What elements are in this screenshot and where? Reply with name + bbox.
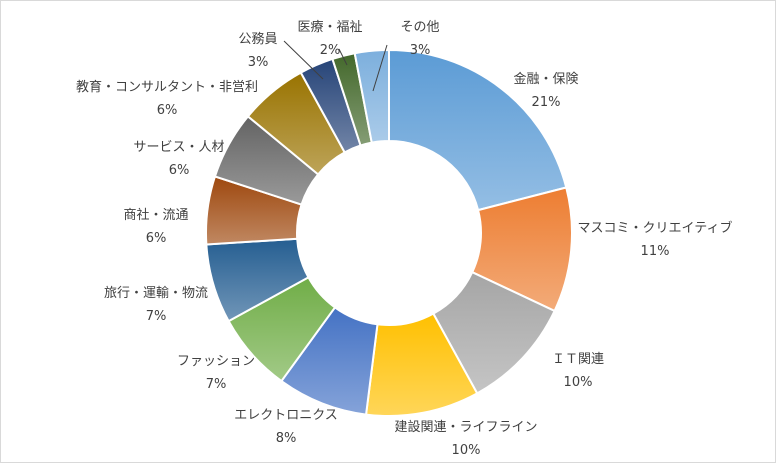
slice-label-value-8: 6%	[169, 163, 190, 178]
leader-line-12	[372, 44, 388, 92]
slice-label-value-2: 10%	[564, 375, 593, 390]
slice-label-value-1: 11%	[641, 244, 670, 259]
slice-label-value-4: 8%	[276, 431, 297, 446]
slice-label-value-12: 3%	[410, 43, 431, 58]
slice-label-category-6: 旅行・運輸・物流	[104, 286, 208, 301]
slice-label-category-0: 金融・保険	[513, 71, 578, 87]
slice-label-value-11: 2%	[320, 43, 341, 58]
slice-label-category-12: その他	[400, 20, 439, 35]
slice-label-value-3: 10%	[452, 443, 481, 458]
leader-line-11	[338, 48, 348, 66]
slice-label-category-7: 商社・流通	[123, 207, 188, 223]
slice-label-category-10: 公務員	[238, 32, 277, 47]
slice-label-category-4: エレクトロニクス	[234, 408, 338, 423]
slice-label-value-9: 6%	[157, 103, 178, 118]
leader-line-10	[283, 40, 324, 80]
slice-label-value-6: 7%	[146, 309, 167, 324]
slice-12	[353, 48, 390, 144]
slice-label-value-10: 3%	[248, 55, 269, 70]
slice-0	[388, 48, 568, 212]
slice-label-category-5: ファッション	[177, 354, 255, 369]
slice-label-value-5: 7%	[206, 377, 227, 392]
slice-label-category-8: サービス・人材	[133, 140, 224, 155]
slice-label-category-3: 建設関連・ライフライン	[394, 419, 537, 435]
slice-label-category-2: ＩＴ関連	[552, 352, 604, 367]
slice-label-category-11: 医療・福祉	[297, 20, 362, 35]
slice-label-category-9: 教育・コンサルタント・非営利	[76, 79, 258, 95]
slice-label-value-0: 21%	[532, 95, 561, 110]
slice-label-value-7: 6%	[146, 231, 167, 246]
slice-label-category-1: マスコミ・クリエイティブ	[578, 220, 733, 236]
